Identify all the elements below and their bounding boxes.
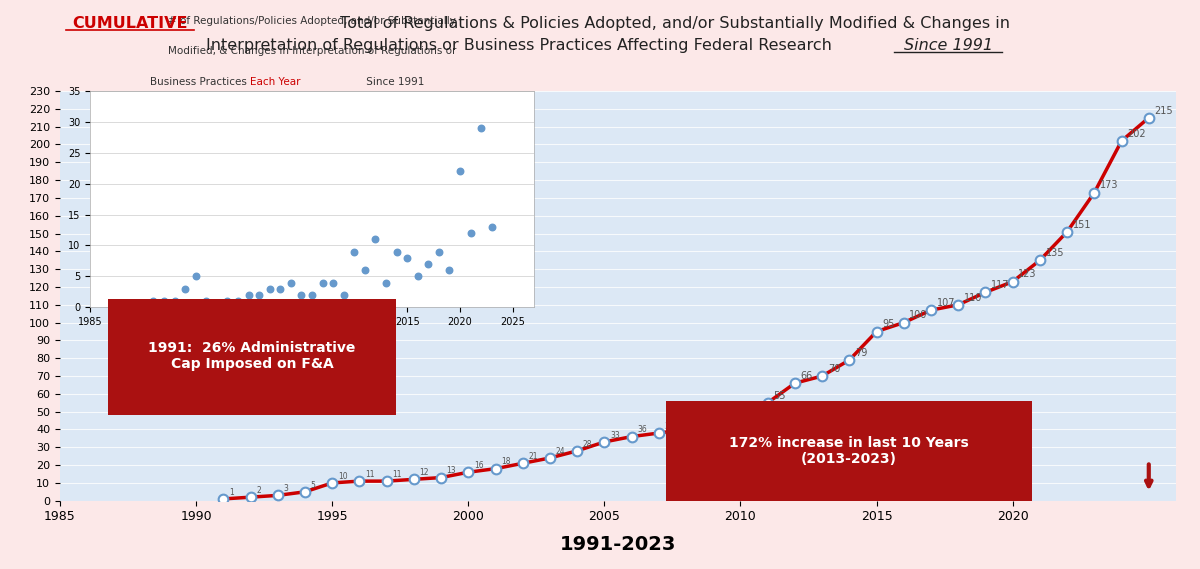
Point: [155, 296, 174, 306]
Text: Total of Regulations & Policies Adopted, and/or Substantially Modified & Changes: Total of Regulations & Policies Adopted,…: [335, 16, 1009, 31]
Text: 1991:  26% Administrative
Cap Imposed on F&A: 1991: 26% Administrative Cap Imposed on …: [149, 340, 355, 371]
Point: [386, 247, 406, 256]
Text: 11: 11: [365, 470, 374, 479]
Point: [461, 229, 480, 238]
Point: [164, 296, 184, 306]
Text: 172% increase in last 10 Years
(2013-2023): 172% increase in last 10 Years (2013-202…: [728, 436, 968, 467]
Text: 28: 28: [583, 440, 593, 449]
Text: 5: 5: [311, 481, 316, 490]
X-axis label: 1991-2023: 1991-2023: [560, 534, 676, 554]
Text: 66: 66: [800, 371, 812, 381]
Text: 21: 21: [528, 452, 538, 461]
Text: CUMULATIVE: CUMULATIVE: [72, 16, 187, 31]
Text: 24: 24: [556, 447, 565, 456]
Point: [366, 235, 385, 244]
Text: 110: 110: [964, 292, 982, 303]
Text: 36: 36: [637, 426, 647, 434]
Point: [344, 247, 364, 256]
Text: 2: 2: [256, 486, 260, 495]
Text: 16: 16: [474, 461, 484, 470]
Point: [482, 222, 502, 232]
Point: [397, 253, 416, 262]
Text: # of Regulations/Policies Adopted, and/or Substantially: # of Regulations/Policies Adopted, and/o…: [168, 16, 456, 26]
Text: 79: 79: [854, 348, 868, 358]
Text: 135: 135: [1045, 248, 1064, 258]
Text: 70: 70: [828, 364, 840, 374]
Text: 12: 12: [420, 468, 428, 477]
Point: [144, 296, 163, 306]
Point: [450, 167, 469, 176]
Text: 40: 40: [719, 418, 728, 427]
Text: 38: 38: [665, 422, 674, 431]
Text: 123: 123: [1019, 270, 1037, 279]
Point: [302, 290, 322, 299]
Text: 13: 13: [446, 467, 456, 475]
Text: 11: 11: [392, 470, 402, 479]
Text: 3: 3: [283, 484, 288, 493]
Text: 10: 10: [337, 472, 347, 481]
Text: 215: 215: [1154, 106, 1172, 116]
Text: Interpretation of Regulations or Business Practices Affecting Federal Research: Interpretation of Regulations or Busines…: [206, 38, 838, 53]
Text: 33: 33: [610, 431, 619, 440]
Text: 151: 151: [1073, 220, 1091, 229]
Text: 1: 1: [229, 488, 234, 497]
Point: [377, 278, 396, 287]
Point: [239, 290, 258, 299]
Text: 95: 95: [882, 319, 894, 329]
Point: [228, 296, 247, 306]
Point: [419, 259, 438, 269]
Point: [324, 278, 343, 287]
Text: 202: 202: [1127, 129, 1146, 139]
Text: 100: 100: [910, 311, 928, 320]
Text: Since 1991: Since 1991: [364, 77, 425, 86]
Text: Since 1991: Since 1991: [904, 38, 992, 53]
Point: [313, 278, 332, 287]
Point: [440, 266, 460, 275]
Point: [250, 290, 269, 299]
Point: [260, 284, 280, 293]
Text: 107: 107: [936, 298, 955, 308]
Point: [355, 266, 374, 275]
Point: [271, 284, 290, 293]
Text: Each Year: Each Year: [250, 77, 300, 86]
Text: 18: 18: [502, 457, 510, 467]
Point: [292, 290, 311, 299]
Point: [334, 290, 353, 299]
Point: [208, 303, 227, 312]
Text: 117: 117: [991, 280, 1009, 290]
Text: 173: 173: [1100, 180, 1118, 191]
Point: [122, 303, 142, 312]
Text: 55: 55: [773, 390, 786, 401]
Text: 49: 49: [746, 401, 758, 411]
Point: [472, 123, 491, 133]
Text: Modified, & Changes in Interpretation of Regulations or: Modified, & Changes in Interpretation of…: [168, 47, 456, 56]
Point: [133, 303, 152, 312]
Text: 40: 40: [691, 418, 701, 427]
Point: [186, 272, 205, 281]
Point: [281, 278, 300, 287]
Point: [408, 272, 427, 281]
Point: [175, 284, 194, 293]
Point: [218, 296, 238, 306]
Point: [430, 247, 449, 256]
Point: [197, 296, 216, 306]
Text: Business Practices: Business Practices: [150, 77, 250, 86]
